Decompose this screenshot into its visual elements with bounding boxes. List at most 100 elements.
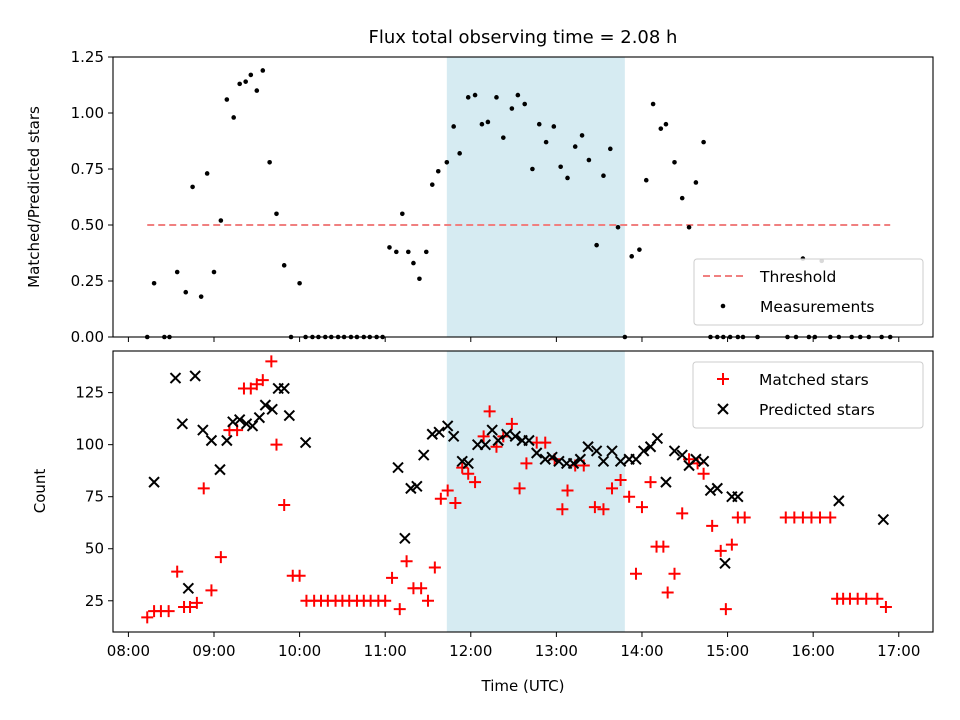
- x-tick-label: 13:00: [535, 642, 578, 660]
- matched-star-marker: [539, 436, 552, 449]
- measurement-point: [394, 249, 399, 255]
- predicted-star-marker: [411, 480, 423, 493]
- top-y-tick-label: 1.25: [71, 48, 104, 66]
- predicted-star-marker: [668, 445, 681, 457]
- measurement-point: [479, 121, 485, 127]
- predicted-star-marker: [567, 457, 580, 470]
- predicted-star-marker: [447, 430, 460, 443]
- top-legend: Threshold Measurements: [693, 258, 924, 326]
- predicted-star-marker: [606, 445, 618, 457]
- matched-star-marker: [477, 430, 490, 443]
- matched-star-marker: [456, 461, 469, 474]
- predicted-star-marker: [590, 445, 603, 457]
- measurement-point: [643, 177, 649, 183]
- measurement-point: [650, 101, 656, 107]
- predicted-star-marker: [246, 420, 259, 432]
- predicted-star-marker: [189, 370, 201, 382]
- predicted-star-marker: [486, 424, 498, 436]
- predicted-star-marker: [582, 441, 594, 453]
- matched-star-marker: [449, 496, 462, 509]
- matched-star-marker: [719, 603, 732, 616]
- bottom-y-ticks: 25 50 75 100 125: [75, 384, 113, 610]
- top-y-tick-label: 0.50: [71, 216, 104, 234]
- predicted-star-marker: [711, 482, 724, 495]
- bottom-axes-frame: [112, 350, 934, 633]
- predicted-star-marker: [418, 449, 430, 461]
- predicted-star-marker: [176, 418, 189, 430]
- matched-star-marker: [871, 592, 884, 605]
- matched-star-marker: [190, 596, 203, 609]
- bottom-shaded-rect: [446, 351, 625, 632]
- bottom-y-axis-label: Count: [31, 469, 49, 514]
- measurement-point: [693, 180, 699, 185]
- legend-matched-swatch: [717, 373, 729, 385]
- measurement-point: [572, 144, 578, 149]
- measurement-point: [183, 289, 189, 295]
- predicted-star-marker: [676, 449, 688, 461]
- chart-title: Flux total observing time = 2.08 h: [369, 27, 678, 48]
- matched-star-marker: [162, 605, 175, 618]
- bottom-y-tick-label: 25: [85, 592, 104, 610]
- predicted-star-marker: [182, 582, 195, 594]
- predicted-star-marker: [660, 476, 672, 488]
- measurement-point: [530, 166, 535, 172]
- measurement-point: [174, 269, 180, 275]
- measurement-point: [679, 195, 685, 201]
- matched-star-marker: [462, 467, 475, 480]
- matched-star-marker: [256, 374, 269, 387]
- bottom-panel: Count Time (UTC) 25 50 75 100 125 08:00 09:00…: [31, 350, 934, 695]
- matched-star-marker: [400, 555, 413, 568]
- predicted-star-marker: [501, 428, 513, 440]
- predicted-star-marker: [283, 409, 296, 422]
- matched-star-marker: [469, 476, 482, 489]
- matched-star-marker: [171, 565, 184, 578]
- top-y-ticks: 0.00 0.25 0.50 0.75 1.00 1.25: [71, 48, 113, 346]
- measurement-point: [400, 211, 405, 217]
- measurement-point: [444, 159, 450, 165]
- measurement-point: [231, 115, 236, 120]
- matched-star-marker: [483, 405, 496, 418]
- measurement-point: [551, 124, 557, 129]
- bottom-legend-box: [692, 361, 924, 429]
- matched-star-marker: [588, 501, 601, 514]
- predicted-star-marker: [637, 445, 650, 457]
- measurement-point: [417, 276, 422, 282]
- predicted-star-marker: [299, 436, 312, 449]
- measurement-point: [565, 175, 570, 181]
- matched-star-marker: [415, 582, 428, 595]
- matched-star-marker: [629, 567, 642, 580]
- measurement-point: [509, 106, 515, 111]
- measurement-point: [601, 173, 606, 179]
- predicted-star-marker: [719, 557, 731, 570]
- measurement-point: [451, 124, 456, 129]
- predicted-star-marker: [697, 455, 710, 468]
- matched-star-marker: [597, 503, 610, 516]
- measurement-point: [608, 146, 613, 152]
- predicted-star-marker: [441, 420, 454, 432]
- top-y-tick-label: 0.00: [71, 328, 104, 346]
- predicted-star-marker: [492, 434, 504, 447]
- matched-star-marker: [614, 474, 627, 487]
- bottom-y-tick-label: 125: [75, 384, 104, 402]
- predicted-star-marker: [509, 430, 522, 443]
- matched-star-marker: [661, 586, 674, 599]
- x-tick-label: 15:00: [706, 642, 749, 660]
- x-tick-label: 11:00: [364, 642, 407, 660]
- measurement-point: [435, 168, 441, 174]
- legend-measurement-swatch: [720, 303, 726, 309]
- predicted-star-marker: [278, 382, 290, 395]
- top-y-tick-label: 1.00: [71, 104, 104, 122]
- x-tick-label: 17:00: [877, 642, 920, 660]
- measurement-point: [494, 95, 499, 100]
- matched-star-marker: [441, 484, 454, 497]
- measurement-point: [485, 119, 491, 125]
- matched-star-marker: [556, 503, 569, 516]
- top-legend-box: [693, 258, 924, 326]
- measurement-point: [274, 211, 279, 217]
- measurement-point: [579, 133, 585, 138]
- predicted-star-marker: [148, 476, 160, 488]
- predicted-star-marker: [253, 411, 266, 424]
- x-tick-label: 09:00: [192, 642, 235, 660]
- measurement-point: [672, 159, 677, 165]
- measurement-point: [637, 247, 642, 252]
